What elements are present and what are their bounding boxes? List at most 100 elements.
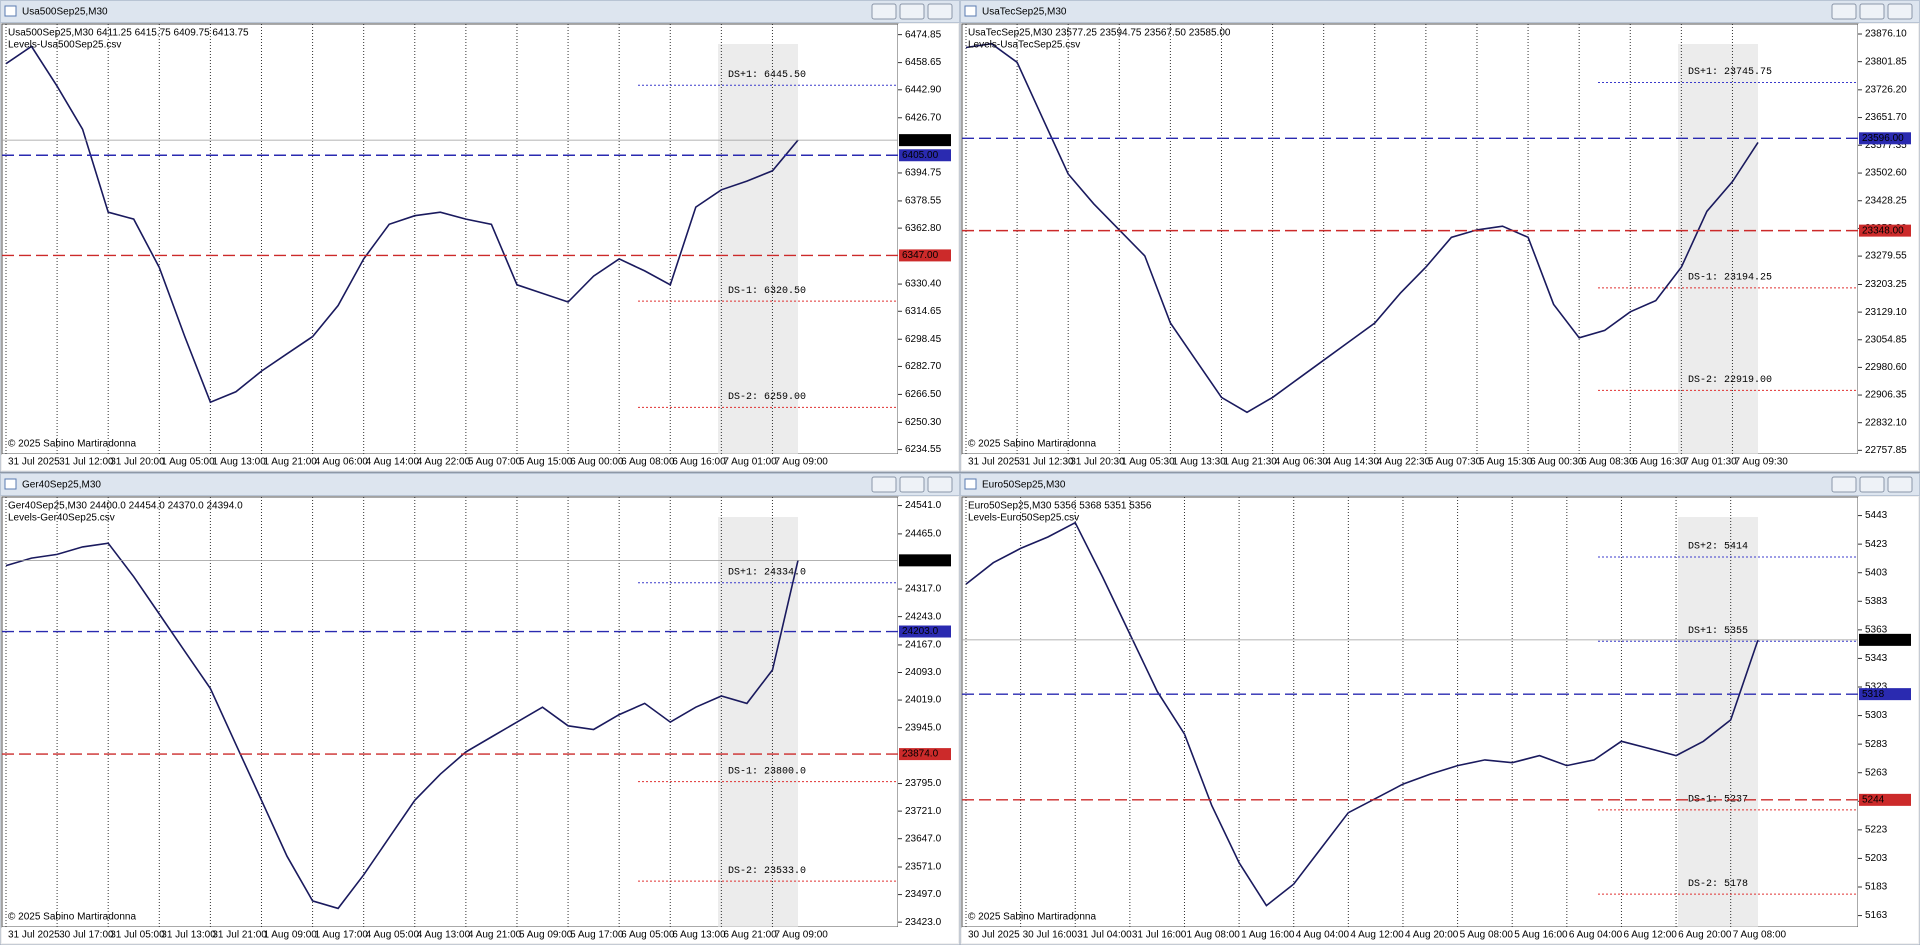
title-bar bbox=[0, 0, 960, 23]
y-tick-label: 6298.45 bbox=[905, 334, 942, 345]
price-tag bbox=[1859, 633, 1911, 646]
maximize-button[interactable] bbox=[1859, 3, 1885, 20]
y-tick-label: 23876.10 bbox=[1865, 29, 1907, 40]
volume-profile-area bbox=[718, 517, 798, 927]
level-label: DS-2: 5178 bbox=[1688, 879, 1748, 890]
price-axis bbox=[1858, 497, 1918, 927]
level-label: DS-2: 23533.0 bbox=[728, 866, 806, 877]
y-tick-label: 23054.85 bbox=[1865, 334, 1907, 345]
y-tick-label: 5183 bbox=[1865, 882, 1888, 893]
minimize-button[interactable] bbox=[871, 476, 897, 493]
y-tick-label: 23423.0 bbox=[905, 917, 942, 928]
y-tick-label: 24019.0 bbox=[905, 695, 942, 706]
x-tick-label: 5 Aug 07:00 bbox=[468, 457, 522, 468]
close-button[interactable] bbox=[927, 3, 953, 20]
price-axis bbox=[898, 497, 958, 927]
volume-profile-area bbox=[1678, 44, 1758, 454]
symbol-info: Ger40Sep25,M30 24400.0 24454.0 24370.0 2… bbox=[8, 501, 243, 512]
price-tag bbox=[899, 149, 951, 162]
close-button[interactable] bbox=[927, 476, 953, 493]
x-tick-label: 1 Aug 09:00 bbox=[263, 930, 317, 941]
y-tick-label: 23801.85 bbox=[1865, 56, 1907, 67]
time-axis bbox=[2, 927, 958, 943]
window-icon bbox=[964, 478, 977, 490]
x-tick-label: 7 Aug 09:30 bbox=[1734, 457, 1788, 468]
price-tag bbox=[899, 748, 951, 761]
x-tick-label: 31 Jul 12:00 bbox=[59, 457, 114, 468]
price-tag bbox=[1859, 224, 1911, 237]
level-label: DS-1: 6320.50 bbox=[728, 286, 806, 297]
maximize-button[interactable] bbox=[1859, 476, 1885, 493]
y-tick-label: 23795.0 bbox=[905, 778, 942, 789]
level-label: DS+1: 5355 bbox=[1688, 626, 1748, 637]
y-tick-label: 24093.0 bbox=[905, 667, 942, 678]
x-tick-label: 7 Aug 09:00 bbox=[774, 457, 828, 468]
y-tick-label: 5383 bbox=[1865, 596, 1888, 607]
y-tick-label: 5363 bbox=[1865, 624, 1888, 635]
y-tick-label: 23497.0 bbox=[905, 889, 942, 900]
minimize-button[interactable] bbox=[1831, 3, 1857, 20]
y-tick-label: 6234.55 bbox=[905, 444, 942, 455]
y-tick-label: 24465.0 bbox=[905, 529, 942, 540]
x-tick-label: 1 Aug 17:00 bbox=[315, 930, 369, 941]
price-line bbox=[5, 542, 799, 910]
minimize-button[interactable] bbox=[871, 3, 897, 20]
y-tick-label: 5263 bbox=[1865, 767, 1888, 778]
x-tick-label: 31 Jul 2025 bbox=[968, 457, 1020, 468]
x-tick-label: 30 Jul 16:00 bbox=[1023, 930, 1078, 941]
x-tick-label: 1 Aug 16:00 bbox=[1241, 930, 1295, 941]
levels-file-label: Levels-UsaTecSep25.csv bbox=[968, 40, 1080, 51]
x-tick-label: 5 Aug 17:00 bbox=[570, 930, 624, 941]
maximize-button[interactable] bbox=[899, 3, 925, 20]
price-tag-label: 5318 bbox=[1862, 689, 1885, 700]
x-tick-label: 6 Aug 21:00 bbox=[723, 930, 777, 941]
price-tag bbox=[1859, 132, 1911, 145]
x-tick-label: 4 Aug 14:00 bbox=[366, 457, 420, 468]
x-tick-label: 5 Aug 15:00 bbox=[519, 457, 573, 468]
x-tick-label: 1 Aug 05:30 bbox=[1121, 457, 1175, 468]
x-tick-label: 31 Jul 16:00 bbox=[1132, 930, 1187, 941]
price-tag-label: 6405.00 bbox=[902, 150, 939, 161]
levels-file-label: Levels-Ger40Sep25.csv bbox=[8, 513, 115, 524]
y-tick-label: 22757.85 bbox=[1865, 445, 1907, 456]
x-tick-label: 6 Aug 16:00 bbox=[672, 457, 726, 468]
price-tag bbox=[899, 554, 951, 567]
x-tick-label: 6 Aug 08:00 bbox=[621, 457, 675, 468]
level-label: DS-1: 23800.0 bbox=[728, 766, 806, 777]
y-tick-label: 6314.65 bbox=[905, 306, 942, 317]
x-tick-label: 1 Aug 21:30 bbox=[1223, 457, 1277, 468]
price-axis bbox=[898, 24, 958, 454]
price-tag bbox=[899, 249, 951, 262]
volume-profile-area bbox=[1678, 517, 1758, 927]
level-label: DS-2: 6259.00 bbox=[728, 392, 806, 403]
y-tick-label: 6394.75 bbox=[905, 168, 942, 179]
y-tick-label: 23721.0 bbox=[905, 806, 942, 817]
x-tick-label: 5 Aug 07:30 bbox=[1428, 457, 1482, 468]
x-tick-label: 31 Jul 20:00 bbox=[110, 457, 165, 468]
maximize-button[interactable] bbox=[899, 476, 925, 493]
x-tick-label: 7 Aug 01:00 bbox=[723, 457, 777, 468]
title-bar bbox=[960, 473, 1920, 496]
y-tick-label: 23647.0 bbox=[905, 833, 942, 844]
x-tick-label: 1 Aug 13:30 bbox=[1172, 457, 1226, 468]
price-line bbox=[965, 42, 1759, 414]
close-button[interactable] bbox=[1887, 3, 1913, 20]
close-button[interactable] bbox=[1887, 476, 1913, 493]
y-tick-label: 5163 bbox=[1865, 910, 1888, 921]
y-tick-label: 23502.60 bbox=[1865, 168, 1907, 179]
y-tick-label: 22906.35 bbox=[1865, 390, 1907, 401]
y-tick-label: 5203 bbox=[1865, 853, 1888, 864]
x-tick-label: 6 Aug 20:00 bbox=[1678, 930, 1732, 941]
price-tag-label: 5244 bbox=[1862, 794, 1885, 805]
x-tick-label: 31 Jul 2025 bbox=[8, 457, 60, 468]
price-tag bbox=[899, 625, 951, 638]
chart-window: UsaTecSep25,M30 31 Jul 2025 31 Jul 12:3031… bbox=[960, 0, 1920, 472]
y-tick-label: 5443 bbox=[1865, 510, 1888, 521]
y-tick-label: 5283 bbox=[1865, 739, 1888, 750]
price-tag-label: 6347.00 bbox=[902, 250, 939, 261]
minimize-button[interactable] bbox=[1831, 476, 1857, 493]
x-tick-label: 5 Aug 08:00 bbox=[1460, 930, 1514, 941]
x-tick-label: 30 Jul 2025 bbox=[968, 930, 1020, 941]
levels-file-label: Levels-Euro50Sep25.csv bbox=[968, 513, 1079, 524]
